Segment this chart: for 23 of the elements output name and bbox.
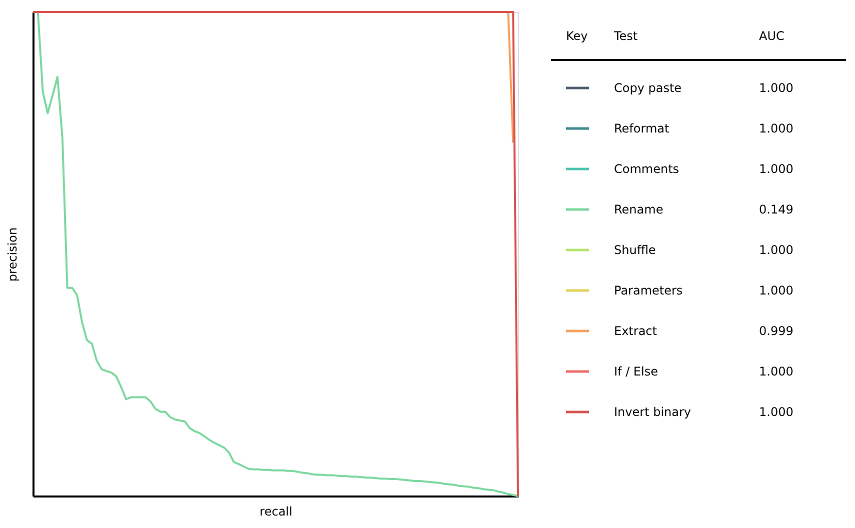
text: 1.000 (759, 364, 794, 378)
text: 1.000 (759, 405, 794, 419)
x-axis-title: recall (260, 504, 292, 518)
legend-label: Invert binary (614, 405, 692, 419)
text: 0.149 (759, 202, 794, 216)
text: 1.000 (759, 284, 794, 298)
legend-label: Rename (614, 202, 664, 216)
legend-label: Reformat (614, 122, 670, 136)
text: 1.000 (759, 122, 794, 136)
text: AUC (759, 29, 784, 43)
text: 1.000 (759, 162, 794, 176)
text: 1.000 (759, 81, 794, 95)
legend-label: Parameters (614, 284, 683, 298)
legend-label: Copy paste (614, 81, 682, 95)
legend-label: If / Else (614, 364, 658, 378)
y-axis-title: precision (6, 227, 20, 282)
text: 0.999 (759, 324, 794, 338)
legend-label: Comments (614, 162, 680, 176)
legend-label: Extract (614, 324, 658, 338)
legend-label: Shuffle (614, 243, 656, 257)
text: Test (613, 29, 638, 43)
text: 1.000 (759, 243, 794, 257)
text: Key (566, 29, 588, 43)
